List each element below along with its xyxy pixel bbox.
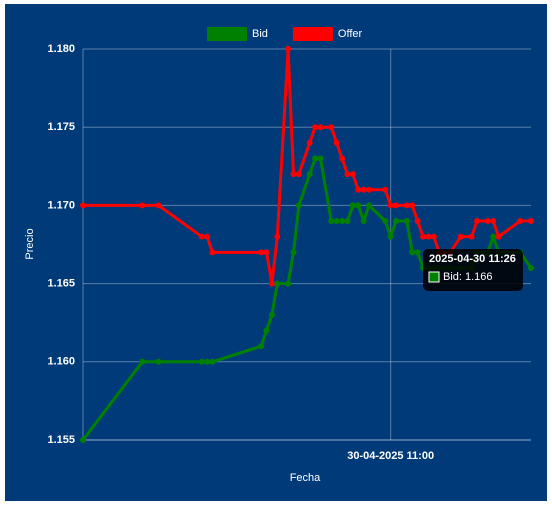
point [328,124,335,131]
point [204,358,211,365]
tooltip-swatch [428,271,440,283]
point [403,218,410,225]
point [420,233,427,240]
point [209,249,216,256]
point [290,171,297,178]
point [295,202,302,209]
legend-label: Offer [338,28,363,40]
point [474,218,481,225]
point [349,202,356,209]
point [409,249,416,256]
point [517,218,524,225]
point [349,171,356,178]
point [155,202,162,209]
tooltip: 2025-04-30 11:26 Bid: 1.166 [423,249,523,291]
point [360,186,367,193]
point [382,218,389,225]
point [263,327,270,334]
point [80,202,86,209]
point [490,233,497,240]
point [258,343,265,350]
point [328,218,335,225]
point [204,233,211,240]
point [484,218,491,225]
point [290,249,297,256]
y-tick-label: 1.170 [47,199,75,211]
point [409,202,416,209]
point [306,139,313,146]
point [528,218,534,225]
y-tick-label: 1.155 [47,434,75,446]
y-tick-label: 1.160 [47,356,75,368]
point [285,46,292,52]
point [387,233,394,240]
point [414,218,421,225]
point [317,155,324,162]
point [198,358,205,365]
point [312,124,319,131]
point [258,249,265,256]
point [344,171,351,178]
point [457,233,464,240]
y-tick-label: 1.180 [47,43,75,55]
y-tick-label: 1.175 [47,121,75,133]
tooltip-title: 2025-04-30 11:26 [429,253,516,265]
point [339,155,346,162]
y-axis-label: Precio [24,228,36,259]
point [382,186,389,193]
x-tick-label: 30-04-2025 11:00 [347,450,434,462]
point [366,186,373,193]
point [393,218,400,225]
point [274,233,281,240]
point [495,233,502,240]
point [387,202,394,209]
point [403,202,410,209]
point [295,171,302,178]
point [355,186,362,193]
point [360,218,367,225]
tooltip-box [423,249,523,291]
y-tick-label: 1.165 [47,278,75,290]
point [268,280,275,287]
point [139,202,146,209]
point [468,233,475,240]
point [393,202,400,209]
point [285,280,292,287]
point [333,139,340,146]
point [339,218,346,225]
x-axis-label: Fecha [290,472,321,484]
legend-swatch [292,27,333,41]
point [366,202,373,209]
point [430,233,437,240]
legend-label: Bid [252,28,268,40]
point [312,155,319,162]
tooltip-text: Bid: 1.166 [443,271,493,283]
point [528,264,534,271]
point [425,233,432,240]
point [344,218,351,225]
point [139,358,146,365]
legend-swatch [207,27,247,41]
point [414,249,421,256]
point [274,280,281,287]
point [490,218,497,225]
point [155,358,162,365]
point [355,202,362,209]
point [268,311,275,318]
point [80,437,86,443]
point [333,218,340,225]
point [263,249,270,256]
point [209,358,216,365]
point [198,233,205,240]
point [306,171,313,178]
point [317,124,324,131]
